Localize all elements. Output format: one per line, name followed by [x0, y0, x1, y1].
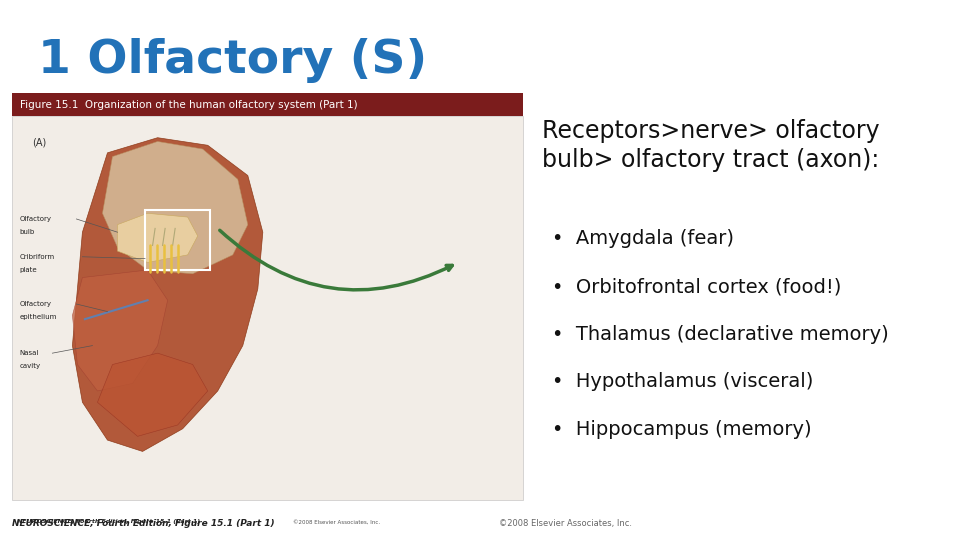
Text: Nasal: Nasal: [20, 350, 39, 356]
Polygon shape: [117, 213, 198, 262]
Text: (A): (A): [33, 138, 47, 148]
Text: •  Amygdala (fear): • Amygdala (fear): [552, 230, 734, 248]
Text: Olfactory: Olfactory: [20, 216, 52, 222]
Text: Cribriform: Cribriform: [20, 254, 55, 260]
Text: epithelium: epithelium: [20, 314, 58, 320]
Polygon shape: [72, 270, 168, 391]
Text: NEUROSCIENCE, Fourth Edition, Figure 15.1 (Part 1): NEUROSCIENCE, Fourth Edition, Figure 15.…: [12, 519, 276, 529]
Text: 1 Olfactory (S): 1 Olfactory (S): [38, 38, 427, 83]
Polygon shape: [72, 138, 263, 451]
Text: Receptors>nerve> olfactory
bulb> olfactory tract (axon):: Receptors>nerve> olfactory bulb> olfacto…: [542, 119, 880, 172]
Text: ©2008 Elsevier Associates, Inc.: ©2008 Elsevier Associates, Inc.: [499, 519, 633, 529]
Bar: [145, 210, 210, 270]
Text: •  Hypothalamus (visceral): • Hypothalamus (visceral): [552, 372, 813, 391]
Text: plate: plate: [20, 267, 37, 273]
Text: •  Hippocampus (memory): • Hippocampus (memory): [552, 420, 811, 438]
Text: cavity: cavity: [20, 363, 41, 369]
Text: •  Thalamus (declarative memory): • Thalamus (declarative memory): [552, 325, 889, 343]
Bar: [12, 93, 523, 116]
Bar: [12, 116, 523, 500]
Text: •  Orbitofrontal cortex (food!): • Orbitofrontal cortex (food!): [552, 277, 841, 296]
Text: ©2008 Elsevier Associates, Inc.: ©2008 Elsevier Associates, Inc.: [293, 519, 380, 524]
Polygon shape: [98, 353, 207, 436]
Text: Olfactory: Olfactory: [20, 301, 52, 307]
Text: NEUROSCIENCE, Fourth Edition, Figure 15.1 (Part 1): NEUROSCIENCE, Fourth Edition, Figure 15.…: [17, 519, 201, 524]
Polygon shape: [103, 141, 248, 274]
Text: Figure 15.1  Organization of the human olfactory system (Part 1): Figure 15.1 Organization of the human ol…: [20, 100, 358, 110]
Text: bulb: bulb: [20, 229, 35, 235]
